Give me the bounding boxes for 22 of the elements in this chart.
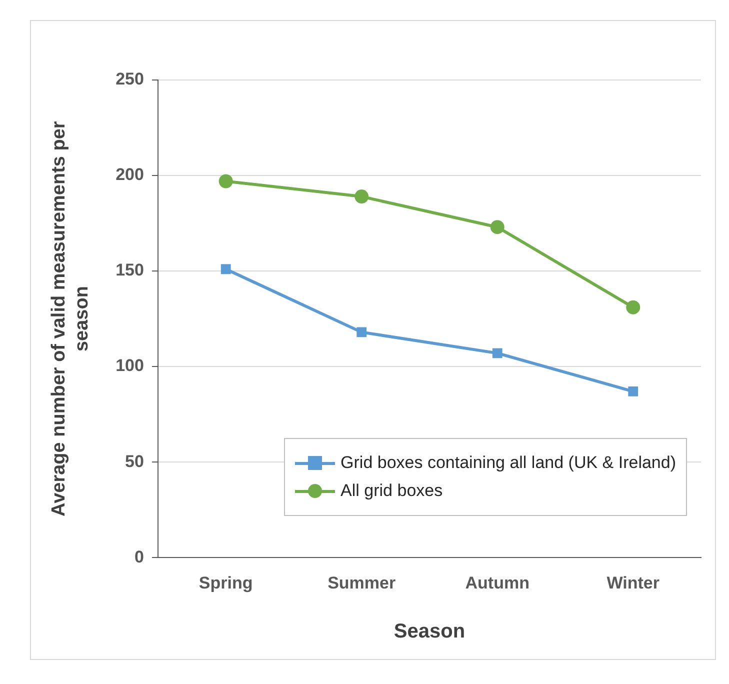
point: [628, 386, 638, 396]
x-tick-label: Spring: [198, 573, 253, 592]
x-tick-label: Autumn: [465, 573, 530, 592]
point: [354, 190, 369, 204]
point: [626, 300, 640, 314]
point: [220, 264, 231, 274]
y-tick-label: 0: [134, 547, 144, 566]
point: [218, 174, 233, 188]
legend-label: Grid boxes containing all land (UK & Ireland): [340, 453, 676, 473]
point: [492, 348, 502, 358]
y-tick-label: 150: [116, 260, 144, 280]
point: [490, 220, 504, 234]
x-tick-label: Summer: [328, 573, 396, 592]
y-axis-title: Average number of valid measurements per season: [48, 120, 92, 516]
y-tick-label: 200: [116, 165, 144, 184]
y-tick-label: 250: [116, 70, 144, 89]
y-tick-label: 100: [116, 356, 144, 376]
legend-label: All grid boxes: [340, 481, 443, 501]
x-axis-title: Season: [394, 620, 466, 643]
y-tick-label: 50: [125, 452, 144, 471]
point: [356, 327, 367, 338]
x-tick-label: Winter: [606, 573, 660, 592]
